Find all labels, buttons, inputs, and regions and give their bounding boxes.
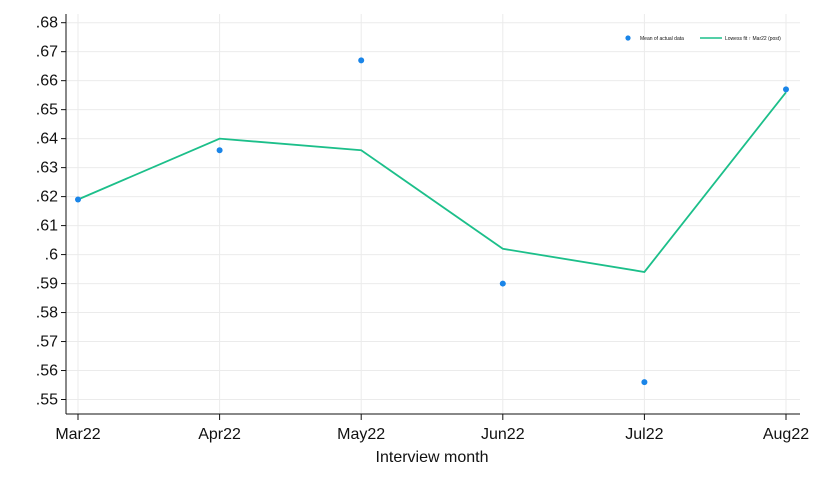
y-tick-label: .65 [36, 102, 58, 119]
x-tick-label: Jun22 [481, 426, 525, 443]
legend-label-line: Lowess fit ↑ Mar22 (post) [725, 36, 781, 42]
x-tick-label: Jul22 [625, 426, 663, 443]
data-point [783, 86, 789, 93]
y-tick-label: .59 [36, 276, 58, 293]
gridlines [66, 14, 800, 414]
data-point [216, 147, 223, 154]
x-axis-title: Interview month [376, 449, 489, 466]
y-tick-label: .62 [36, 189, 58, 206]
y-tick-label: .68 [36, 15, 58, 32]
axes: .55 .56 .57 .58 .59 .6 .61 .62 .63 .64 .65 .66 .67 .6… [36, 14, 809, 443]
data-point [358, 57, 365, 64]
y-tick-label: .64 [36, 131, 58, 148]
x-tick-label: May22 [337, 426, 385, 443]
y-tick-label: .63 [36, 160, 58, 177]
x-tick-label: Aug22 [763, 426, 809, 443]
x-tick-label: Apr22 [198, 426, 241, 443]
series-layer [75, 57, 789, 386]
data-point [641, 379, 648, 386]
lowess-fit-line [77, 91, 787, 273]
x-tick-label: Mar22 [55, 426, 100, 443]
y-tick-label: .58 [36, 305, 58, 322]
y-tick-label: .67 [36, 44, 58, 61]
legend: Mean of actual data Lowess fit ↑ Mar22 (p… [625, 35, 781, 42]
legend-marker-points [625, 35, 631, 41]
y-tick-label: .61 [36, 218, 58, 235]
y-tick-label: .56 [36, 363, 58, 380]
y-tick-label: .66 [36, 73, 58, 90]
legend-label-points: Mean of actual data [640, 36, 684, 42]
data-point [499, 280, 506, 287]
y-tick-label: .57 [36, 334, 58, 351]
y-tick-label: .55 [36, 392, 58, 409]
y-tick-label: .6 [45, 247, 58, 264]
data-point [75, 196, 81, 203]
